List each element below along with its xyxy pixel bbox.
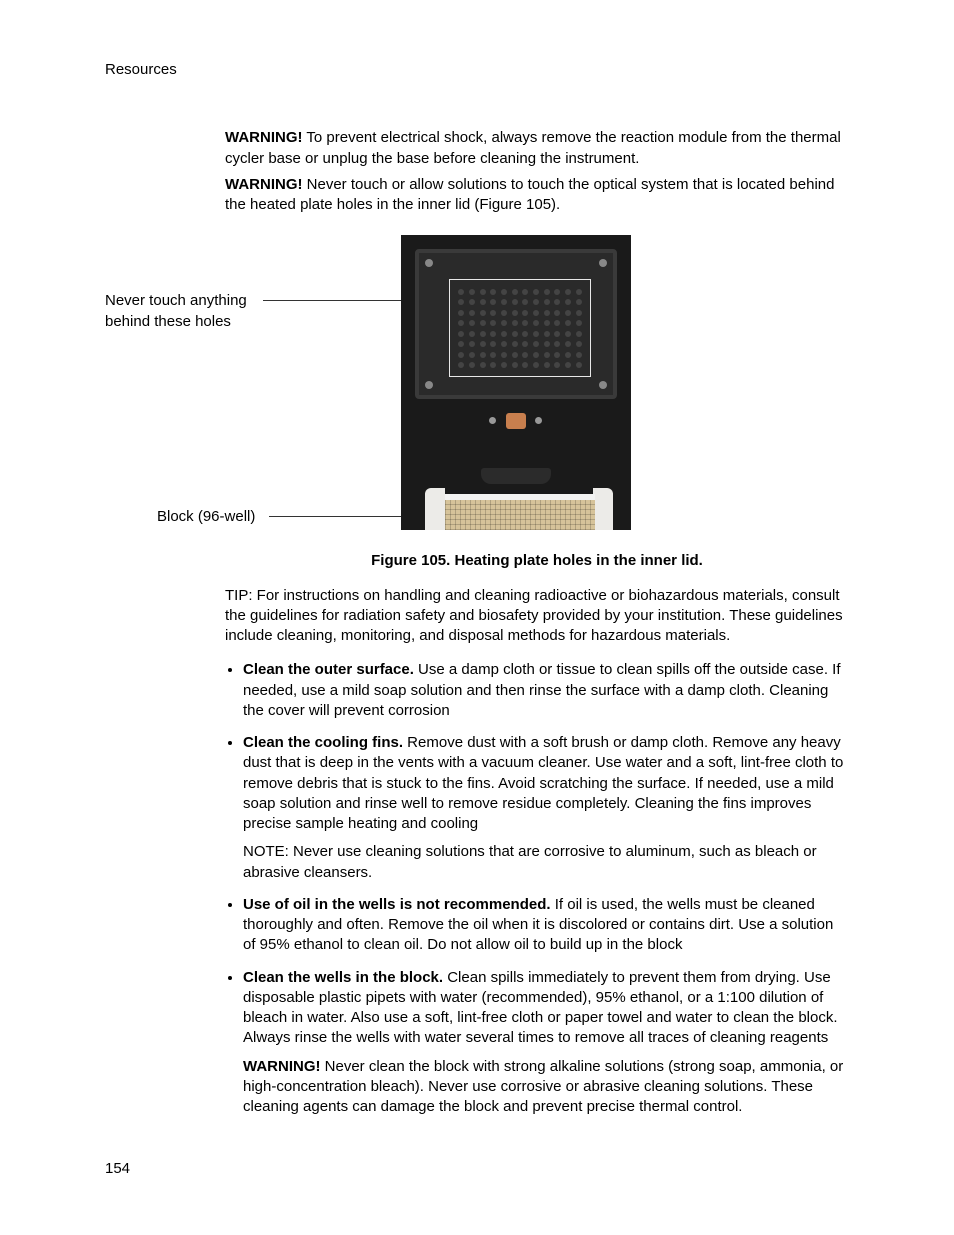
warning-1-label: WARNING!: [225, 129, 303, 146]
bullet-outer-surface: Clean the outer surface. Use a damp clot…: [243, 660, 849, 721]
cleaning-list: Clean the outer surface. Use a damp clot…: [225, 660, 849, 1117]
b2-title: Clean the cooling fins.: [243, 734, 403, 751]
bullet-wells: Clean the wells in the block. Clean spil…: [243, 968, 849, 1118]
bullet-oil: Use of oil in the wells is not recommend…: [243, 895, 849, 956]
page-number: 154: [105, 1159, 130, 1179]
warning-2-text: Never touch or allow solutions to touch …: [225, 176, 834, 213]
figure-105: Never touch anything behind these holes …: [225, 235, 849, 535]
figure-photo: [401, 235, 631, 530]
heating-plate-holes: [449, 279, 591, 377]
warning-2-label: WARNING!: [225, 176, 303, 193]
callout-holes-line1: Never touch anything: [105, 291, 247, 311]
b4-warning: WARNING! Never clean the block with stro…: [243, 1057, 849, 1118]
block-96-well: [445, 494, 595, 530]
b3-title: Use of oil in the wells is not recommend…: [243, 896, 551, 913]
figure-caption: Figure 105. Heating plate holes in the i…: [225, 551, 849, 571]
warning-2: WARNING! Never touch or allow solutions …: [225, 175, 849, 216]
warning-1-text: To prevent electrical shock, always remo…: [225, 129, 841, 166]
callout-holes-line2: behind these holes: [105, 312, 247, 332]
bullet-cooling-fins: Clean the cooling fins. Remove dust with…: [243, 733, 849, 883]
b4-warn-text: Never clean the block with strong alkali…: [243, 1058, 843, 1116]
section-header: Resources: [105, 60, 849, 80]
tip-paragraph: TIP: For instructions on handling and cl…: [225, 586, 849, 647]
callout-holes: Never touch anything behind these holes: [105, 291, 247, 332]
callout-block: Block (96-well): [157, 507, 255, 527]
lid-frame: [415, 249, 617, 399]
b1-title: Clean the outer surface.: [243, 661, 414, 678]
warning-1: WARNING! To prevent electrical shock, al…: [225, 128, 849, 169]
b2-note: NOTE: Never use cleaning solutions that …: [243, 842, 849, 883]
b4-title: Clean the wells in the block.: [243, 969, 443, 986]
b4-warn-label: WARNING!: [243, 1058, 321, 1075]
